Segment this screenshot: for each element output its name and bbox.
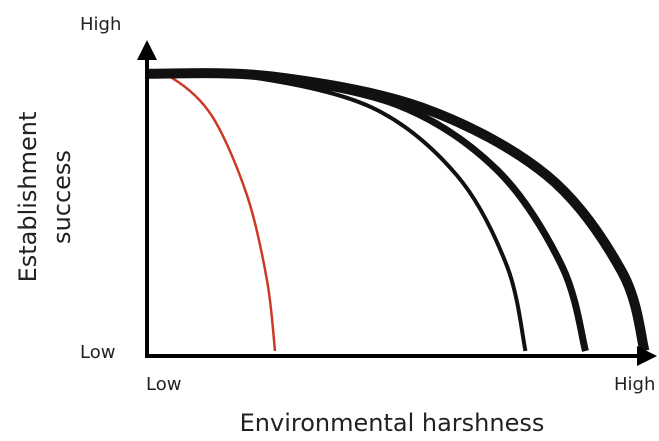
x-tick-low: Low	[146, 374, 181, 395]
axes	[137, 40, 657, 366]
x-tick-high: High	[614, 374, 655, 395]
x-axis-arrowhead	[637, 346, 657, 366]
y-axis-title-line-1: Establishment	[14, 112, 42, 283]
series-curve-1	[146, 73, 277, 352]
y-axis-arrowhead	[137, 40, 157, 60]
y-tick-low: Low	[80, 342, 115, 363]
curves-layer	[146, 68, 650, 353]
x-axis-title: Environmental harshness	[240, 409, 545, 437]
y-axis-title-line-2: success	[48, 150, 76, 244]
y-tick-high: High	[80, 14, 121, 35]
y-axis-title: Establishment success	[14, 112, 76, 283]
series-curve-4	[146, 68, 650, 353]
series-curve-2	[146, 71, 528, 352]
